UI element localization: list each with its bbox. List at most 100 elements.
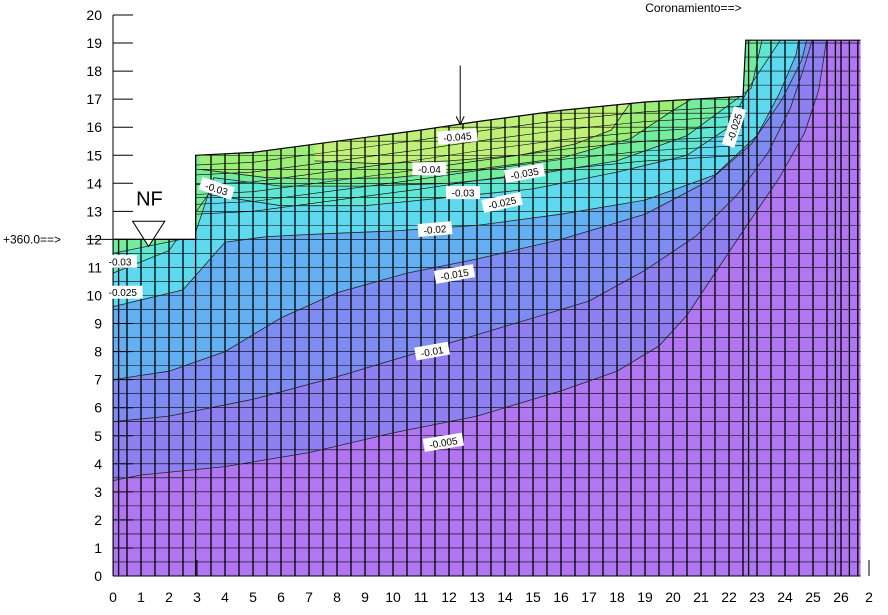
x-tick-label: 23 (749, 589, 765, 605)
contour-label-bg (446, 186, 480, 200)
x-tick-label: 0 (109, 589, 117, 605)
load-arrow (455, 65, 465, 126)
y-tick-label: 15 (86, 147, 102, 163)
contour-label-text: -0.025 (109, 288, 138, 299)
x-tick-label: 16 (553, 589, 569, 605)
x-tick-label: 13 (469, 589, 485, 605)
x-tick-label: 26 (833, 589, 849, 605)
contour-label-bg (414, 341, 450, 361)
contour-label-bg (103, 254, 137, 268)
x-tick-label: 9 (361, 589, 369, 605)
contour-line-1 (113, 40, 828, 481)
mesh-slope-line-6 (195, 154, 744, 215)
mesh-grid (113, 40, 861, 576)
contour-label-bg (417, 221, 453, 238)
contour-label-text: -0.03 (452, 189, 475, 200)
contour-line-3 (113, 40, 808, 380)
contour-label-bg (721, 106, 747, 148)
x-tick-label: 6 (277, 589, 285, 605)
x-tick-label: 24 (777, 589, 793, 605)
y-tick-label: 0 (94, 568, 102, 584)
contour-line-4 (113, 40, 800, 308)
y-tick-label: 19 (86, 35, 102, 51)
crest-label: Coronamiento==> (645, 1, 741, 15)
x-tick-label: 11 (414, 589, 429, 605)
y-tick-label: 16 (86, 119, 102, 135)
contour-label-bg (437, 128, 478, 145)
contour-labels: -0.005-0.01-0.015-0.02-0.025-0.025-0.025… (103, 106, 747, 452)
x-tick-label: 12 (441, 589, 457, 605)
contour-label-bg (422, 432, 464, 452)
x-tick-label: 17 (581, 589, 597, 605)
contour-label: -0.04 (412, 162, 447, 176)
y-tick-label: 14 (86, 175, 102, 191)
y-tick-label: 2 (94, 512, 102, 528)
contour-label: -0.025 (103, 285, 143, 299)
x-tick-label: 15 (525, 589, 541, 605)
contour-label: -0.045 (437, 128, 478, 145)
x-tick-label: 14 (497, 589, 513, 605)
y-tick-label: 8 (94, 344, 102, 360)
x-tick-label: 22 (721, 589, 737, 605)
contour-label: -0.02 (417, 221, 453, 238)
contour-label-text: -0.045 (443, 131, 473, 144)
mesh-slope-line-4 (195, 135, 744, 195)
contour-label: -0.03 (446, 186, 480, 200)
y-tick-label: 13 (86, 203, 102, 219)
contour-label-bg (198, 176, 235, 200)
y-tick-label: 5 (94, 428, 102, 444)
y-tick-label: 7 (94, 372, 102, 388)
y-tick-label: 20 (86, 7, 102, 23)
contour-line-8 (314, 101, 632, 165)
contour-label: -0.01 (414, 341, 450, 361)
x-tick-label: 18 (609, 589, 625, 605)
contour-label-bg (433, 264, 476, 284)
contour-label-text: -0.04 (418, 165, 441, 176)
x-tick-label: 7 (305, 589, 313, 605)
x-tick-label: 10 (385, 589, 401, 605)
y-tick-label: 11 (87, 259, 102, 275)
y-tick-label: 6 (94, 400, 102, 416)
contour-label-bg (412, 162, 447, 176)
contour-lines (113, 40, 828, 481)
contour-label: -0.03 (103, 254, 137, 268)
water-table-label: NF (136, 189, 163, 211)
y-tick-label: 18 (86, 63, 102, 79)
x-tick-label: 4 (221, 589, 229, 605)
x-tick-label: 20 (665, 589, 681, 605)
contour-label-text: -0.015 (440, 268, 470, 284)
x-tick-label: 21 (693, 589, 709, 605)
contour-label: -0.015 (433, 264, 476, 284)
contour-label-text: -0.035 (510, 167, 540, 183)
y-tick-label: 10 (86, 288, 102, 304)
mesh-slope-line-2 (195, 115, 744, 176)
water-table-triangle (131, 220, 166, 248)
mesh-slope-line-3 (195, 125, 744, 185)
x-tick-label: 8 (333, 589, 341, 605)
x-tick-label: 5 (249, 589, 257, 605)
y-tick-label: 4 (94, 456, 102, 472)
load-arrow-head (455, 116, 465, 126)
contour-label: -0.005 (422, 432, 464, 452)
mesh-slope-line-5 (195, 145, 744, 205)
reference-level-label: +360.0==> (3, 232, 61, 246)
x-tick-label: 19 (637, 589, 653, 605)
x-tick-label: 1 (137, 589, 145, 605)
x-tick-label: 2 (865, 589, 873, 605)
contour-label-text: -0.005 (429, 436, 459, 451)
ground-outline (113, 39, 861, 240)
y-tick-label: 17 (86, 91, 102, 107)
contour-label-text: -0.03 (109, 257, 132, 268)
y-tick-label: 3 (94, 484, 102, 500)
y-tick-label: 1 (94, 540, 102, 556)
contour-label-text: -0.01 (420, 345, 445, 360)
y-tick-label: 9 (94, 316, 102, 332)
x-tick-label: 3 (193, 589, 201, 605)
x-tick-label: 2 (165, 589, 173, 605)
contour-line-2 (113, 40, 814, 423)
contour-label-bg (103, 285, 143, 299)
water-table-marker: NF (131, 189, 166, 248)
contour-label-text: -0.02 (423, 224, 447, 237)
contour-label: -0.035 (503, 163, 546, 183)
